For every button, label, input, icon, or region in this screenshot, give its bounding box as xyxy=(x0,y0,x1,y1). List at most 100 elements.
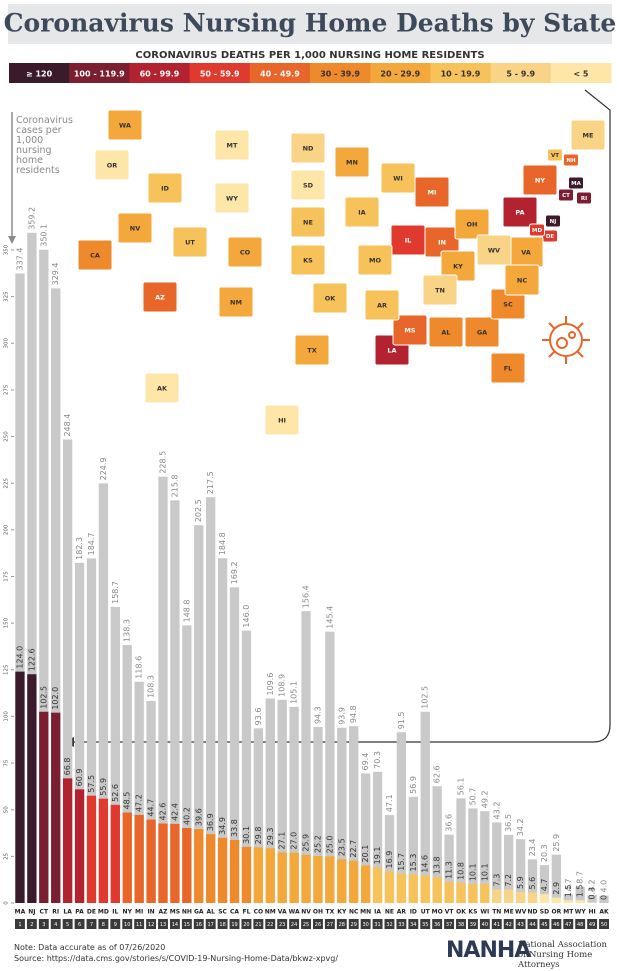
map-state-label: DE xyxy=(546,234,555,240)
deaths-value-label: 44.7 xyxy=(147,799,156,817)
rank-box xyxy=(456,919,466,929)
rank-box xyxy=(372,919,383,929)
rank-box xyxy=(86,919,97,929)
rank-box xyxy=(134,919,145,929)
rank-label: 3 xyxy=(42,922,45,928)
x-tick-label: WI xyxy=(480,909,489,916)
x-tick-label: VT xyxy=(445,909,455,916)
x-tick-label: MS xyxy=(170,909,180,916)
deaths-value-label: 11.3 xyxy=(445,861,454,879)
map-state xyxy=(440,250,476,282)
deaths-bar xyxy=(206,834,216,903)
rank-label: 19 xyxy=(231,922,237,928)
x-tick-label: OR xyxy=(551,909,561,916)
map-state xyxy=(558,188,574,202)
deaths-bar xyxy=(325,856,335,903)
cases-value-label: 93.6 xyxy=(254,708,263,726)
cases-value-label: 158.7 xyxy=(111,581,120,604)
map-state-label: RI xyxy=(581,196,587,202)
deaths-bar xyxy=(253,847,264,903)
deaths-bar xyxy=(62,778,73,903)
organization: National Association of Nursing Home Att… xyxy=(518,940,607,970)
map-state xyxy=(563,153,579,167)
deaths-value-label: 10.1 xyxy=(480,863,489,881)
rank-label: 43 xyxy=(517,922,523,928)
deaths-bar xyxy=(408,874,418,903)
map-state xyxy=(454,208,490,240)
map-state-label: TN xyxy=(435,287,445,295)
cases-value-label: 56.1 xyxy=(457,778,466,796)
x-tick-label: MI xyxy=(135,909,143,916)
x-tick-label: MD xyxy=(98,909,109,916)
deaths-value-label: 2.9 xyxy=(552,882,561,895)
map-state xyxy=(576,191,592,205)
deaths-bar xyxy=(349,860,359,903)
map-state xyxy=(490,352,526,384)
map-state-label: MD xyxy=(532,228,542,234)
cases-bar xyxy=(337,727,347,903)
map-state-label: MI xyxy=(428,189,437,197)
rank-box xyxy=(229,919,240,929)
rank-box xyxy=(384,919,395,929)
deaths-value-label: 29.8 xyxy=(254,827,263,845)
map-state xyxy=(522,164,558,196)
x-tick-label: MA xyxy=(15,909,26,916)
cases-bar xyxy=(408,796,418,903)
x-tick-label: IN xyxy=(147,909,154,916)
rank-box xyxy=(38,919,49,929)
deaths-bar xyxy=(27,674,37,903)
map-state-label: IN xyxy=(438,239,446,247)
cases-bar xyxy=(599,895,609,903)
rank-label: 28 xyxy=(339,922,345,928)
map-state xyxy=(218,286,254,318)
map-state xyxy=(334,146,370,178)
deaths-value-label: 47.2 xyxy=(135,794,144,812)
deaths-bar xyxy=(51,712,61,903)
cases-bar xyxy=(504,834,514,903)
rank-label: 36 xyxy=(434,922,440,928)
map-state xyxy=(547,148,563,162)
map-state-label: MN xyxy=(346,159,358,167)
cases-value-label: 4.2 xyxy=(588,879,597,892)
map-state-label: HI xyxy=(278,417,286,425)
deaths-bar xyxy=(372,867,383,903)
legend-swatch xyxy=(370,63,431,83)
cases-bar xyxy=(349,726,359,903)
cases-value-label: 91.5 xyxy=(397,711,406,729)
virus-icon xyxy=(542,316,590,364)
rank-box xyxy=(158,919,168,929)
deaths-bar xyxy=(480,884,490,903)
y-tick-label: 150 xyxy=(4,617,10,628)
source: Source: https://data.cms.gov/stories/s/C… xyxy=(14,954,339,963)
rank-box xyxy=(491,919,502,929)
cases-bar xyxy=(39,249,49,904)
map-state-label: OR xyxy=(107,162,118,170)
cases-bar xyxy=(170,500,180,903)
rank-box xyxy=(301,919,311,929)
deaths-value-label: 34.9 xyxy=(218,817,227,835)
x-tick-label: AK xyxy=(599,909,609,916)
deaths-bar xyxy=(587,902,597,903)
map-state xyxy=(294,334,330,366)
deaths-value-label: 60.9 xyxy=(75,769,84,787)
deaths-bar xyxy=(265,848,275,903)
deaths-bar xyxy=(337,859,347,903)
cases-bar xyxy=(551,854,562,903)
map-state-label: WI xyxy=(393,175,403,183)
rank-label: 18 xyxy=(219,922,225,928)
x-tick-label: NJ xyxy=(28,909,35,916)
x-tick-label: OK xyxy=(456,909,466,916)
x-tick-label: NE xyxy=(385,909,394,916)
rank-box xyxy=(74,919,85,929)
deaths-bar xyxy=(182,827,192,903)
deaths-value-label: 102.0 xyxy=(51,687,60,710)
x-tick-label: TX xyxy=(326,909,335,916)
deaths-value-label: 20.1 xyxy=(361,845,370,863)
map-state xyxy=(545,214,561,228)
deaths-bar xyxy=(432,877,442,903)
map-state-label: NE xyxy=(303,219,313,227)
legend-swatch xyxy=(490,63,552,83)
deaths-bar xyxy=(170,823,180,903)
deaths-value-label: 7.2 xyxy=(504,874,513,887)
rank-box xyxy=(15,919,25,929)
